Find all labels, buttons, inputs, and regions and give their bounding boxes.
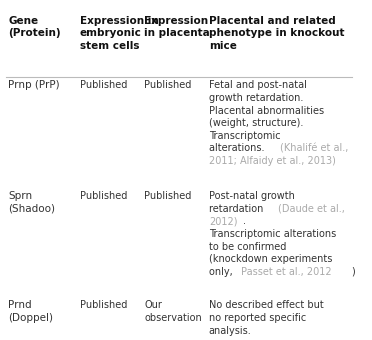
Text: 2012): 2012)	[209, 217, 237, 226]
Text: (Daude et al.,: (Daude et al.,	[278, 204, 345, 214]
Text: Gene
(Protein): Gene (Protein)	[8, 16, 61, 38]
Text: analysis.: analysis.	[209, 326, 251, 336]
Text: alterations.: alterations.	[209, 143, 267, 153]
Text: Passet et al., 2012: Passet et al., 2012	[241, 267, 332, 277]
Text: Published: Published	[80, 191, 127, 201]
Text: Published: Published	[80, 301, 127, 310]
Text: Fetal and post-natal: Fetal and post-natal	[209, 81, 307, 90]
Text: Prnp (PrP): Prnp (PrP)	[8, 81, 60, 90]
Text: ): )	[351, 267, 355, 277]
Text: (Khalifé et al.,: (Khalifé et al.,	[280, 143, 348, 153]
Text: (knockdown experiments: (knockdown experiments	[209, 254, 332, 264]
Text: 2011; Alfaidy et al., 2013): 2011; Alfaidy et al., 2013)	[209, 156, 336, 166]
Text: Published: Published	[144, 81, 192, 90]
Text: growth retardation.: growth retardation.	[209, 93, 303, 103]
Text: Sprn
(Shadoo): Sprn (Shadoo)	[8, 191, 55, 214]
Text: (weight, structure).: (weight, structure).	[209, 118, 303, 128]
Text: Our
observation: Our observation	[144, 301, 202, 323]
Text: retardation: retardation	[209, 204, 266, 214]
Text: no reported specific: no reported specific	[209, 313, 306, 323]
Text: .: .	[243, 217, 246, 226]
Text: Post-natal growth: Post-natal growth	[209, 191, 295, 201]
Text: Placental and related
phenotype in knockout
mice: Placental and related phenotype in knock…	[209, 16, 344, 51]
Text: Expression in
embryonic
stem cells: Expression in embryonic stem cells	[80, 16, 158, 51]
Text: Transcriptomic: Transcriptomic	[209, 131, 280, 141]
Text: Placental abnormalities: Placental abnormalities	[209, 106, 324, 116]
Text: Expression
in placenta: Expression in placenta	[144, 16, 210, 38]
Text: Prnd
(Doppel): Prnd (Doppel)	[8, 301, 53, 323]
Text: Published: Published	[80, 81, 127, 90]
Text: Published: Published	[144, 191, 192, 201]
Text: only,: only,	[209, 267, 235, 277]
Text: No described effect but: No described effect but	[209, 301, 324, 310]
Text: to be confirmed: to be confirmed	[209, 241, 286, 252]
Text: Transcriptomic alterations: Transcriptomic alterations	[209, 229, 336, 239]
